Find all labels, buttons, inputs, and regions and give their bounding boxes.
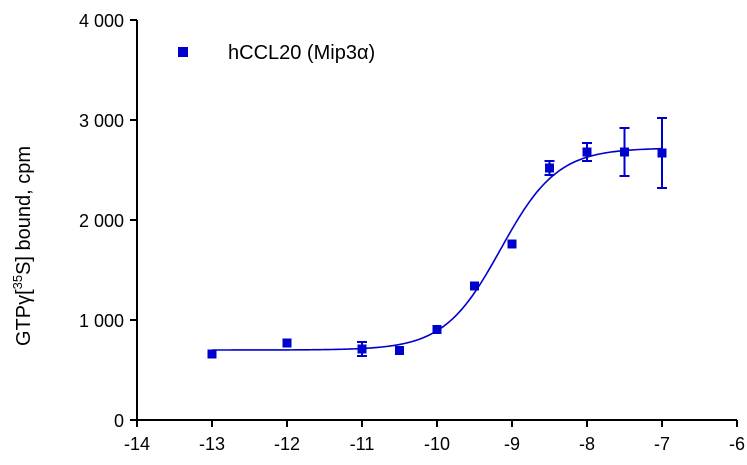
y-axis-title-after: S] bound, cpm — [13, 146, 35, 275]
fit-curves — [212, 147, 663, 351]
data-point — [582, 147, 592, 157]
y-axis-title-superscript: 35 — [10, 275, 25, 289]
data-point — [507, 239, 517, 249]
y-axis-ticks: 0 1 000 2 000 3 000 4 000 — [79, 11, 137, 431]
y-tick-label: 0 — [114, 411, 124, 431]
x-tick-label: -12 — [274, 434, 300, 454]
y-tick-label: 3 000 — [79, 111, 124, 131]
y-tick-label: 2 000 — [79, 211, 124, 231]
y-axis-title: GTPγ[35S] bound, cpm — [10, 146, 35, 346]
x-tick-label: -9 — [504, 434, 520, 454]
data-point — [432, 325, 442, 334]
x-axis-ticks: -14 -13 -12 -11 -10 -9 -8 -7 -6 — [124, 420, 745, 454]
data-point — [395, 346, 404, 355]
x-tick-label: -11 — [350, 434, 375, 454]
data-point — [620, 147, 629, 157]
data-point — [470, 281, 479, 291]
legend-marker — [178, 47, 188, 57]
y-tick-label: 1 000 — [79, 311, 124, 331]
x-tick-label: -6 — [729, 434, 745, 454]
x-tick-label: -8 — [579, 434, 595, 454]
x-tick-label: -7 — [654, 434, 670, 454]
legend-label: hCCL20 (Mip3α) — [228, 42, 375, 64]
legend: hCCL20 (Mip3α) — [178, 42, 375, 64]
data-points — [207, 147, 667, 359]
y-axis-title-before: GTPγ[ — [13, 289, 35, 346]
axes — [136, 20, 737, 421]
data-point — [657, 148, 667, 158]
data-point — [357, 344, 367, 354]
data-point — [282, 338, 292, 348]
x-tick-label: -14 — [124, 434, 150, 454]
data-point — [545, 163, 554, 173]
fit-curve — [212, 147, 663, 351]
data-point — [207, 349, 217, 359]
y-tick-label: 4 000 — [79, 11, 124, 31]
x-tick-label: -10 — [424, 434, 450, 454]
x-tick-label: -13 — [199, 434, 225, 454]
